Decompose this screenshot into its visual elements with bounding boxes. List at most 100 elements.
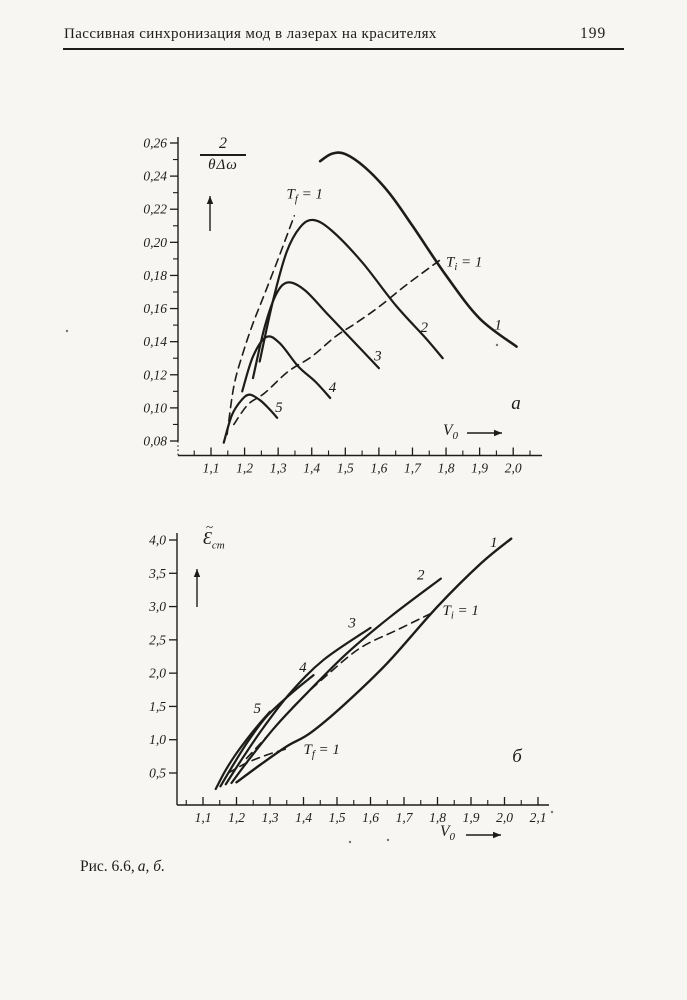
curve-4 (241, 335, 332, 400)
x-tick-label: 2,0 (496, 810, 513, 825)
y-tick-label: 4,0 (149, 533, 166, 548)
curve-5 (214, 710, 272, 791)
x-tick-label: 1,7 (404, 461, 422, 476)
curve-5 (222, 393, 279, 444)
curve-4 (219, 674, 315, 788)
scan-speck (348, 840, 352, 844)
x-tick-label: 1,1 (203, 461, 220, 476)
curve-label-2: 2 (417, 568, 425, 584)
y-tick-label: 3,0 (148, 599, 166, 614)
curve-label-Tf=1: Tf = 1 (304, 742, 340, 761)
x-tick-label: 1,4 (303, 461, 320, 476)
epsilon-subscript: ст (211, 539, 225, 552)
y-tick-label: 0,26 (143, 136, 167, 151)
x-tick-label: 1,4 (295, 810, 312, 825)
y-axis-arrow-icon-head (206, 196, 214, 204)
y-tick-label: 0,18 (143, 268, 167, 283)
curve-label-Ti=1: Ti = 1 (446, 254, 482, 273)
curve-Tf=1 (226, 215, 296, 436)
x-tick-label: 2,1 (530, 810, 547, 825)
header-rule (63, 48, 624, 50)
x-tick-label: 1,5 (337, 461, 354, 476)
x-axis-arrow-icon-head (494, 429, 502, 437)
x-tick-label: 1,7 (396, 810, 414, 825)
x-tick-label: 1,6 (370, 461, 387, 476)
curve-label-1: 1 (494, 317, 502, 333)
y-tick-label: 0,16 (143, 301, 167, 316)
scan-speck (65, 329, 69, 333)
y-tick-label: 0,12 (143, 367, 167, 382)
chart-b: 1,1 1,2 1,3 1,4 1,5 1,6 1,7 1,8 1,9 2,0 2,1 0,5 1,0 1… (148, 533, 549, 839)
page-number: 199 (580, 25, 607, 42)
y-tick-label: 2,0 (149, 666, 166, 681)
y-tick-label: 2,5 (149, 632, 166, 647)
fraction-numerator: 2 (219, 135, 227, 152)
curve-label-3: 3 (347, 616, 356, 632)
fraction-denominator: θΔω (208, 156, 238, 173)
epsilon-symbol: Ɛ (203, 528, 212, 548)
curve-3 (224, 626, 372, 786)
chart-a: 1,1 1,2 1,3 1,4 1,5 1,6 1,7 1,8 1,9 2,0 0,08 0,10 0,… (143, 136, 542, 476)
x-tick-label: 1,8 (429, 810, 446, 825)
y-axis-arrow-icon-head (193, 569, 201, 577)
v-subscript: 0 (449, 831, 455, 844)
curve-1 (235, 537, 513, 784)
y-axis-title-chart-a: 2 θΔω (198, 136, 248, 173)
panel-label: б (512, 746, 523, 767)
curve-label-4: 4 (299, 660, 307, 676)
x-axis-arrow-icon-head (493, 831, 501, 839)
y-tick-label: 0,14 (143, 334, 167, 349)
curve-2 (230, 577, 442, 785)
tilde-accent: ~ (206, 519, 214, 534)
y-tick-label: 0,08 (143, 434, 167, 449)
curve-Ti=1 (233, 259, 441, 426)
x-axis-title-chart-a: V0 (443, 423, 458, 442)
y-tick-label: 0,5 (149, 766, 166, 781)
curve-label-5: 5 (275, 400, 283, 416)
y-axis-title-chart-b: ~ Ɛст (203, 520, 225, 552)
curve-label-1: 1 (490, 535, 498, 551)
x-tick-label: 1,1 (195, 810, 212, 825)
caption-prefix: Рис. 6.6, (80, 858, 135, 875)
curve-label-Ti=1: Ti = 1 (443, 603, 479, 622)
y-tick-label: 0,20 (143, 235, 167, 250)
x-axis-title-chart-b: V0 (440, 824, 455, 843)
x-tick-label: 1,2 (236, 461, 253, 476)
curve-label-3: 3 (373, 349, 382, 365)
v-symbol: V (443, 422, 453, 439)
scan-speck (550, 810, 554, 814)
curve-Ti=1 (245, 611, 435, 760)
running-head: Пассивная синхронизация мод в лазерах на… (64, 26, 437, 42)
x-tick-label: 1,3 (270, 461, 287, 476)
curve-1 (318, 151, 518, 348)
curve-label-5: 5 (254, 701, 262, 717)
y-tick-label: 0,10 (143, 400, 167, 415)
y-tick-label: 0,22 (143, 202, 167, 217)
panel-label: а (511, 393, 521, 414)
y-tick-label: 0,24 (143, 169, 167, 184)
scan-specks (65, 329, 554, 844)
x-tick-label: 1,5 (329, 810, 346, 825)
x-tick-label: 2,0 (505, 461, 522, 476)
x-tick-label: 1,8 (438, 461, 455, 476)
x-tick-label: 1,3 (262, 810, 279, 825)
v-symbol: V (440, 823, 450, 840)
scan-speck (495, 343, 499, 347)
y-tick-label: 3,5 (148, 566, 166, 581)
fraction-bar (200, 154, 246, 156)
curve-label-Tf=1: Tf = 1 (287, 186, 323, 205)
x-tick-label: 1,9 (471, 461, 488, 476)
curve-3 (251, 281, 380, 380)
caption-panels: а, б. (137, 858, 165, 875)
figure-caption: Рис. 6.6, а, б. (80, 858, 165, 876)
y-tick-label: 1,5 (149, 699, 166, 714)
curve-2 (258, 218, 444, 363)
curve-Tf=1 (227, 746, 291, 774)
x-tick-label: 1,6 (362, 810, 379, 825)
curve-label-4: 4 (329, 380, 337, 396)
scan-speck (386, 838, 390, 842)
x-tick-label: 1,2 (228, 810, 245, 825)
v-subscript: 0 (452, 430, 458, 443)
y-tick-label: 1,0 (149, 732, 166, 747)
